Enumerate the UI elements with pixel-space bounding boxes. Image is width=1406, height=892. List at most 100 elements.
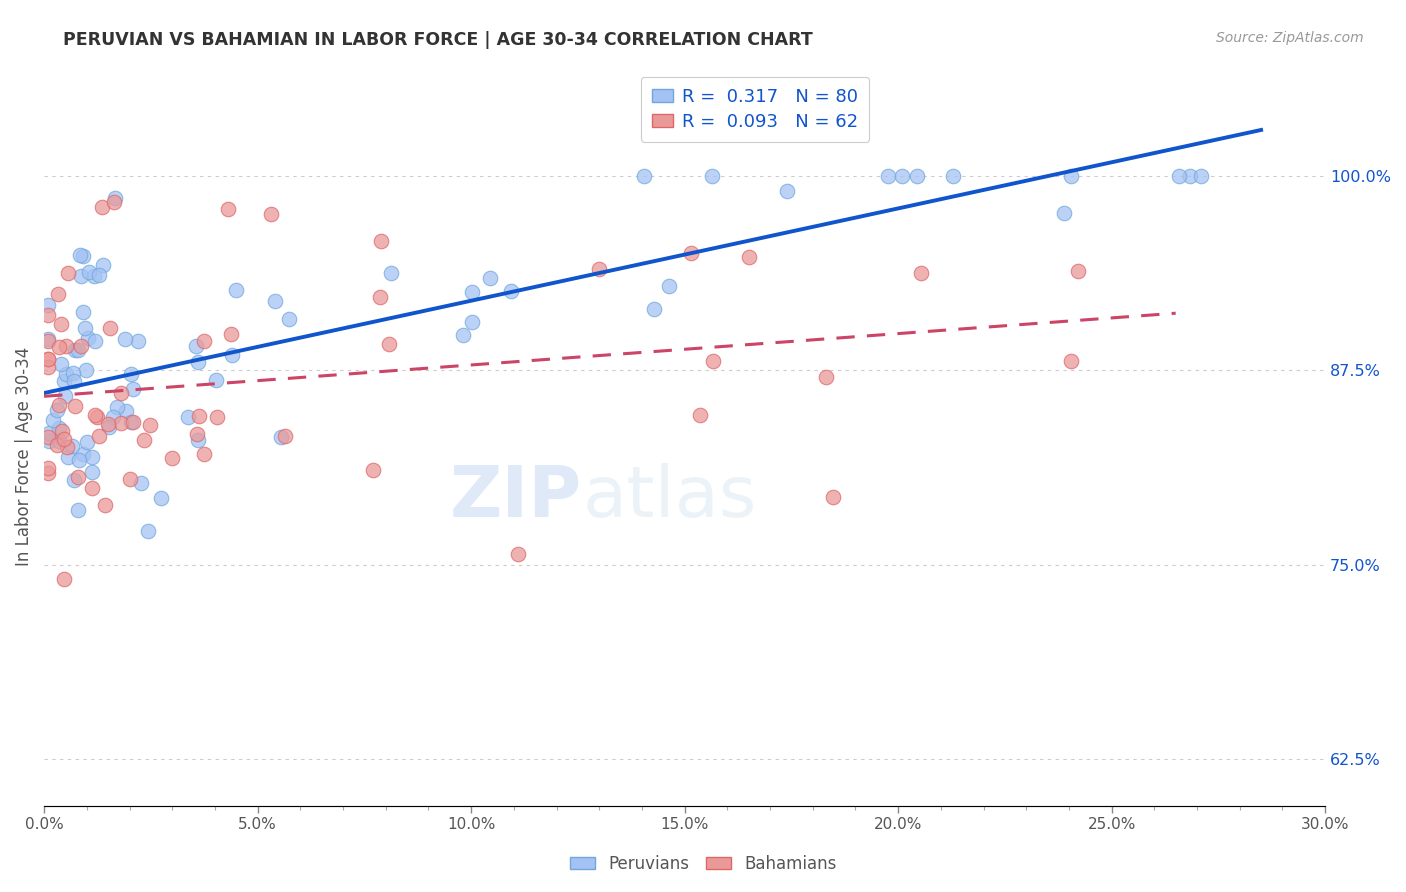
Point <box>138 524 160 538</box>
Point <box>52 572 75 586</box>
Point <box>97 420 120 434</box>
Point <box>1053 206 1076 220</box>
Point <box>188 409 211 424</box>
Point <box>82 481 104 495</box>
Point <box>120 415 142 429</box>
Point <box>370 234 392 248</box>
Legend: Peruvians, Bahamians: Peruvians, Bahamians <box>562 848 844 880</box>
Point <box>49 317 72 331</box>
Point <box>49 357 72 371</box>
Point <box>380 266 402 280</box>
Point <box>53 389 76 403</box>
Point <box>260 206 283 220</box>
Text: atlas: atlas <box>582 463 756 533</box>
Point <box>643 302 665 317</box>
Point <box>738 250 761 264</box>
Point <box>87 268 110 283</box>
Point <box>461 285 484 299</box>
Point <box>66 470 89 484</box>
Point <box>1067 264 1090 278</box>
Point <box>37 308 59 322</box>
Point <box>48 341 70 355</box>
Point <box>38 426 60 441</box>
Point <box>98 321 121 335</box>
Point <box>588 262 610 277</box>
Point <box>70 268 93 283</box>
Point <box>1060 169 1083 183</box>
Text: PERUVIAN VS BAHAMIAN IN LABOR FORCE | AGE 30-34 CORRELATION CHART: PERUVIAN VS BAHAMIAN IN LABOR FORCE | AG… <box>63 31 813 49</box>
Point <box>700 169 723 183</box>
Point <box>1167 169 1189 183</box>
Point <box>53 375 76 389</box>
Point <box>67 503 90 517</box>
Point <box>221 348 243 362</box>
Point <box>67 343 90 357</box>
Point <box>815 369 838 384</box>
Point <box>478 271 501 285</box>
Point <box>51 424 73 438</box>
Point <box>91 258 114 272</box>
Point <box>205 410 228 425</box>
Point <box>37 360 59 375</box>
Point <box>87 429 110 443</box>
Point <box>681 246 703 260</box>
Point <box>110 416 132 430</box>
Point <box>72 249 94 263</box>
Point <box>37 332 59 346</box>
Point <box>84 334 107 348</box>
Point <box>83 268 105 283</box>
Point <box>122 383 145 397</box>
Point <box>149 491 172 505</box>
Point <box>103 195 125 210</box>
Point <box>451 327 474 342</box>
Point <box>48 398 70 412</box>
Y-axis label: In Labor Force | Age 30-34: In Labor Force | Age 30-34 <box>15 346 32 566</box>
Point <box>942 169 965 183</box>
Point <box>368 290 391 304</box>
Point <box>105 400 128 414</box>
Point <box>62 366 84 380</box>
Text: ZIP: ZIP <box>450 463 582 533</box>
Point <box>55 339 77 353</box>
Point <box>86 410 108 425</box>
Point <box>77 331 100 345</box>
Point <box>69 248 91 262</box>
Point <box>633 169 655 183</box>
Point <box>274 429 297 443</box>
Point <box>91 200 114 214</box>
Point <box>37 298 59 312</box>
Point <box>67 452 90 467</box>
Point <box>80 450 103 465</box>
Point <box>193 334 215 348</box>
Point <box>160 451 183 466</box>
Point <box>891 169 914 183</box>
Point <box>1180 169 1202 183</box>
Point <box>48 421 70 435</box>
Point <box>361 463 384 477</box>
Point <box>110 386 132 401</box>
Point <box>56 440 79 454</box>
Point <box>45 403 67 417</box>
Point <box>193 447 215 461</box>
Point <box>122 415 145 429</box>
Point <box>277 311 299 326</box>
Point <box>115 404 138 418</box>
Point <box>72 446 94 460</box>
Point <box>63 343 86 357</box>
Point <box>270 430 292 444</box>
Legend: R =  0.317   N = 80, R =  0.093   N = 62: R = 0.317 N = 80, R = 0.093 N = 62 <box>641 77 869 142</box>
Point <box>104 191 127 205</box>
Point <box>378 337 401 351</box>
Point <box>120 368 142 382</box>
Point <box>177 410 200 425</box>
Point <box>1060 354 1083 368</box>
Point <box>37 351 59 366</box>
Point <box>821 490 844 504</box>
Point <box>101 409 124 424</box>
Point <box>94 499 117 513</box>
Point <box>48 434 70 448</box>
Point <box>1189 169 1212 183</box>
Point <box>461 315 484 329</box>
Point <box>876 169 898 183</box>
Point <box>187 433 209 447</box>
